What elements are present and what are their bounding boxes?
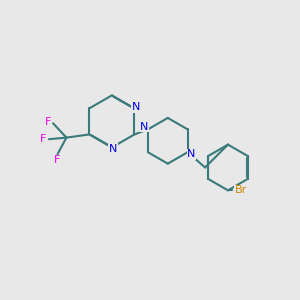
Text: F: F — [54, 155, 61, 166]
Text: N: N — [187, 149, 196, 159]
Text: F: F — [40, 134, 46, 144]
Text: N: N — [131, 102, 140, 112]
Text: Br: Br — [235, 185, 247, 195]
Text: N: N — [109, 144, 117, 154]
Text: F: F — [45, 117, 52, 127]
Text: N: N — [140, 122, 148, 132]
